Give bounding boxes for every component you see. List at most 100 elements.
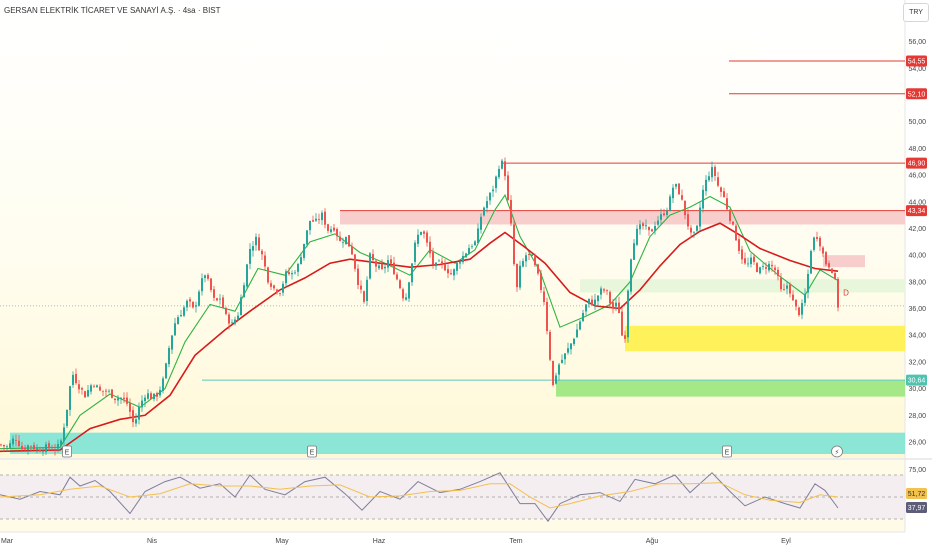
candle-body [777,269,779,277]
candle-body [24,447,26,450]
lightning-icon: ⚡ [835,449,840,457]
candle-body [369,253,371,279]
candle-body [654,226,656,231]
earnings-marker[interactable]: E [722,445,732,458]
candle-body [3,445,5,447]
support-zone-green [556,380,905,397]
candle-body [708,176,710,181]
level-price-label: 52,10 [908,91,926,98]
candle-body [657,220,659,225]
candle-body [681,195,683,200]
candle-body [426,232,428,243]
candle-body [303,243,305,258]
candle-body [252,246,254,251]
candle-body [639,224,641,230]
candle-body [321,212,323,221]
candle-body [726,198,728,210]
candle-body [456,262,458,271]
price-axis-tick: 54,00 [908,66,926,73]
candle-body [690,227,692,233]
earnings-marker[interactable]: E [307,445,317,458]
candle-body [165,363,167,379]
candle-body [363,291,365,302]
earnings-marker[interactable]: E [62,445,72,458]
candle-body [297,263,299,272]
level-price-tag [906,55,927,67]
candle-body [384,266,386,269]
candle-body [393,262,395,275]
candle-body [150,393,152,400]
candle-body [510,199,512,224]
price-axis-tick: 34,00 [908,333,926,340]
earnings-marker-box [307,445,317,458]
candle-body [579,321,581,330]
candle-body [432,252,434,265]
candle-body [549,331,551,360]
candle-body [717,177,719,186]
candle-body [759,267,761,274]
candle-body [39,449,41,452]
candle-body [249,248,251,264]
candle-body [486,201,488,208]
candle-body [237,315,239,320]
candle-body [45,444,47,452]
candle-body [132,410,134,423]
candle-body [825,252,827,265]
price-axis-tick: 50,00 [908,119,926,126]
candle-body [786,285,788,289]
candle-body [120,397,122,399]
candle-body [177,317,179,325]
currency-button[interactable]: TRY [903,3,929,22]
candle-body [819,237,821,247]
candle-body [435,262,437,267]
candle-body [576,329,578,338]
candle-body [216,298,218,301]
candle-body [390,259,392,264]
candle-body [513,224,515,265]
candle-body [651,229,653,232]
candle-body [399,280,401,289]
candle-body [471,246,473,248]
candle-body [543,291,545,303]
candle-body [54,449,56,450]
price-axis-tick: 40,00 [908,253,926,260]
candle-body [603,289,605,291]
candle-body [333,227,335,231]
level-price-tag [906,205,927,217]
candle-body [396,274,398,280]
candle-body [123,397,125,400]
candle-body [720,187,722,192]
candle-body [522,261,524,267]
candle-body [360,285,362,290]
candle-body [12,438,14,445]
candle-body [354,254,356,269]
candle-body [129,403,131,412]
candle-body [624,335,626,339]
candle-body [162,378,164,391]
candle-body [267,267,269,283]
candle-body [300,257,302,265]
candle-body [306,230,308,245]
candle-body [750,257,752,265]
candle-body [756,263,758,273]
candle-body [219,298,221,300]
candle-body [48,443,50,449]
level-price-label: 30,64 [908,378,926,385]
price-axis-tick: 30,00 [908,386,926,393]
candle-body [282,283,284,293]
candle-body [261,250,263,255]
candle-body [102,390,104,392]
candle-body [480,216,482,230]
event-marker[interactable]: ⚡ [831,445,843,458]
candle-body [174,323,176,336]
candle-body [78,384,80,390]
price-axis-tick: 38,00 [908,279,926,286]
candle-body [753,256,755,262]
candle-body [771,264,773,267]
candle-body [327,224,329,231]
candle-body [594,299,596,305]
candle-body [804,293,806,303]
candle-body [636,228,638,245]
earnings-marker-label: E [725,450,730,457]
